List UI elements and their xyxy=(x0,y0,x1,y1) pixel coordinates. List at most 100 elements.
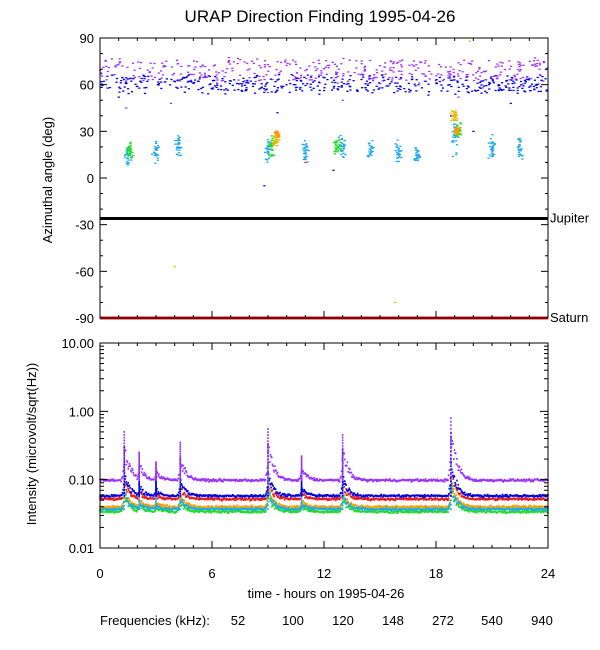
intensity-point xyxy=(147,504,149,507)
azimuth-point xyxy=(366,84,369,86)
azimuth-point xyxy=(156,159,160,161)
azimuth-point xyxy=(217,88,220,91)
azimuth-point xyxy=(518,62,522,64)
intensity-point xyxy=(210,512,212,514)
intensity-point xyxy=(261,506,264,509)
azimuth-point xyxy=(542,61,546,64)
azimuth-point xyxy=(434,79,437,82)
azimuth-point xyxy=(126,157,129,159)
intensity-point xyxy=(502,511,505,514)
azimuth-point xyxy=(247,82,250,84)
azimuth-point xyxy=(517,138,520,140)
azimuth-point xyxy=(332,141,336,144)
intensity-point xyxy=(340,507,342,510)
azimuth-point xyxy=(342,57,345,60)
azimuth-point xyxy=(397,87,400,90)
azimuth-point xyxy=(336,145,340,148)
azimuth-point xyxy=(440,90,443,92)
intensity-point xyxy=(482,506,485,509)
intensity-point xyxy=(308,507,310,510)
azimuth-point xyxy=(170,78,173,81)
intensity-point xyxy=(512,508,515,510)
intensity-point xyxy=(451,484,453,486)
intensity-point xyxy=(451,485,454,487)
azimuth-point xyxy=(274,133,277,135)
intensity-point xyxy=(303,493,306,495)
azimuth-point xyxy=(453,130,456,132)
azimuth-point xyxy=(133,69,136,71)
intensity-point xyxy=(279,497,282,500)
azimuth-point xyxy=(176,79,179,81)
intensity-point xyxy=(529,504,531,507)
azimuth-y-tick-label: -30 xyxy=(75,218,94,233)
azimuth-point xyxy=(459,122,462,124)
intensity-point xyxy=(347,505,349,508)
azimuth-point xyxy=(360,78,363,81)
azimuth-point xyxy=(296,77,299,79)
intensity-point xyxy=(229,506,231,509)
azimuth-point xyxy=(514,78,517,80)
azimuth-point xyxy=(265,74,268,76)
intensity-point xyxy=(328,497,331,500)
azimuth-point xyxy=(393,91,396,94)
azimuth-point xyxy=(360,60,363,62)
azimuth-point xyxy=(127,154,130,156)
intensity-point xyxy=(125,492,128,495)
azimuth-point xyxy=(330,77,333,79)
intensity-point xyxy=(312,509,315,512)
intensity-point xyxy=(189,505,192,508)
intensity-point xyxy=(145,505,147,508)
intensity-point xyxy=(489,511,492,514)
azimuth-point xyxy=(459,77,462,80)
azimuth-point xyxy=(355,67,358,69)
azimuth-point xyxy=(266,159,269,161)
azimuth-point xyxy=(194,79,197,81)
azimuth-point xyxy=(523,79,527,82)
azimuth-point xyxy=(458,126,462,129)
azimuth-point xyxy=(171,74,174,76)
azimuth-point xyxy=(138,67,141,70)
azimuth-point xyxy=(395,160,398,163)
azimuth-point xyxy=(233,79,236,81)
azimuth-point xyxy=(499,88,502,90)
azimuth-point xyxy=(453,127,457,130)
azimuth-point xyxy=(508,68,511,70)
intensity-point xyxy=(344,492,347,494)
intensity-point xyxy=(299,509,302,512)
intensity-point xyxy=(295,497,297,500)
azimuth-point xyxy=(340,81,343,83)
intensity-point xyxy=(182,504,185,507)
azimuth-point xyxy=(102,66,105,68)
azimuth-point xyxy=(349,89,352,91)
intensity-point xyxy=(183,507,185,510)
azimuth-point xyxy=(428,78,431,80)
intensity-point xyxy=(301,505,304,508)
azimuth-point xyxy=(267,141,270,143)
azimuth-point xyxy=(236,62,239,65)
azimuth-y-axis-label: Azimuthal angle (deg) xyxy=(40,117,55,243)
azimuth-point xyxy=(126,151,129,153)
azimuth-point xyxy=(383,66,386,68)
azimuth-point xyxy=(201,76,205,79)
azimuth-point xyxy=(476,89,480,92)
azimuth-point xyxy=(248,68,251,70)
azimuth-point xyxy=(276,141,279,143)
intensity-point xyxy=(477,508,479,511)
azimuth-point xyxy=(336,141,339,143)
intensity-point xyxy=(217,507,220,510)
intensity-point xyxy=(440,509,443,512)
azimuth-point xyxy=(400,70,403,72)
intensity-point xyxy=(108,510,111,513)
azimuth-point xyxy=(472,130,475,133)
azimuth-point xyxy=(258,88,261,90)
intensity-point xyxy=(442,510,444,513)
azimuth-point xyxy=(159,81,163,83)
intensity-point xyxy=(274,507,276,510)
intensity-point xyxy=(210,496,212,499)
intensity-point xyxy=(502,510,504,513)
intensity-point xyxy=(508,507,510,510)
intensity-point xyxy=(151,506,154,509)
azimuth-point xyxy=(404,91,407,93)
intensity-point xyxy=(133,509,135,512)
intensity-point xyxy=(207,509,210,512)
